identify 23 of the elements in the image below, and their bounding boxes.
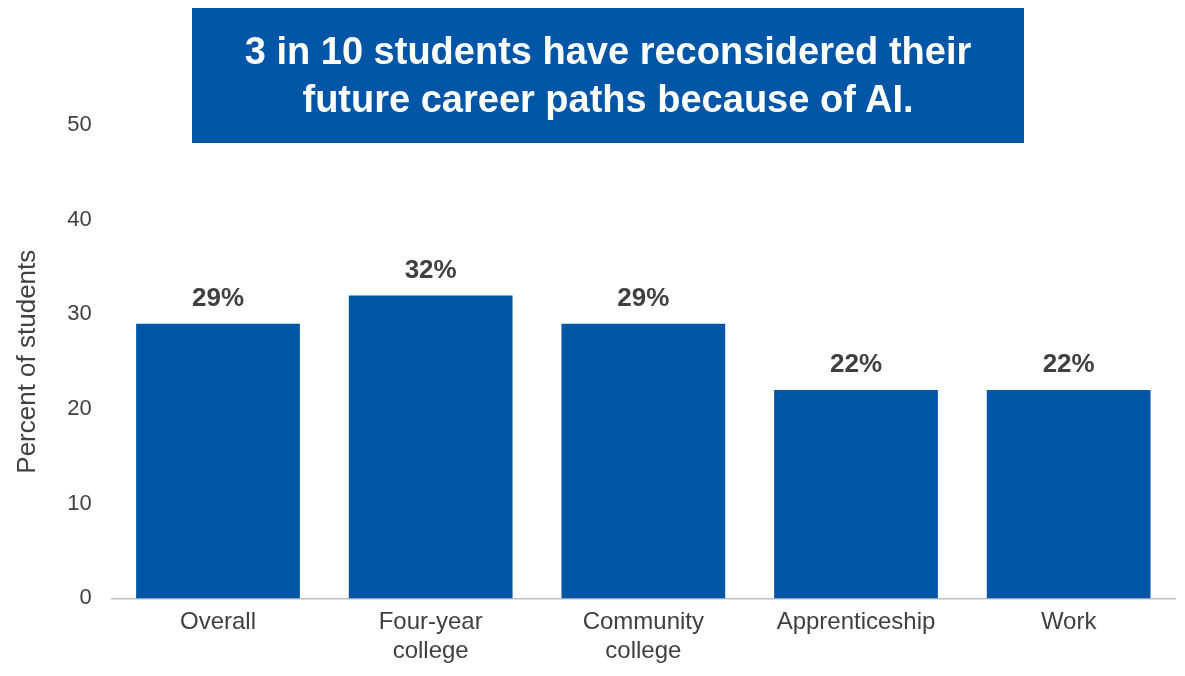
y-tick-label: 50 (67, 111, 92, 137)
y-tick-label: 20 (67, 395, 92, 421)
data-label: 22% (829, 348, 883, 379)
y-tick-label: 10 (67, 489, 92, 515)
x-tick-label: Four-year college (378, 607, 483, 664)
x-tick-label: Work (1040, 607, 1098, 635)
bar (348, 295, 513, 599)
bar (986, 390, 1151, 599)
data-label: 29% (617, 282, 670, 312)
y-tick-label: 40 (67, 205, 92, 231)
bar (136, 323, 300, 599)
x-tick-label: Apprenticeship (776, 607, 936, 635)
x-tick-label: Community college (582, 607, 705, 664)
data-label: 32% (404, 253, 457, 284)
y-tick-label: 0 (79, 584, 92, 610)
y-axis-title: Percent of students (10, 249, 41, 474)
x-tick-label: Overall (179, 607, 257, 635)
data-label: 22% (1042, 348, 1095, 379)
chart-title: 3 in 10 students have reconsidered their future career paths because of AI. (192, 8, 1024, 143)
bar (774, 390, 938, 599)
bar (561, 323, 726, 599)
y-tick-label: 30 (67, 300, 92, 326)
data-label: 29% (191, 282, 245, 312)
